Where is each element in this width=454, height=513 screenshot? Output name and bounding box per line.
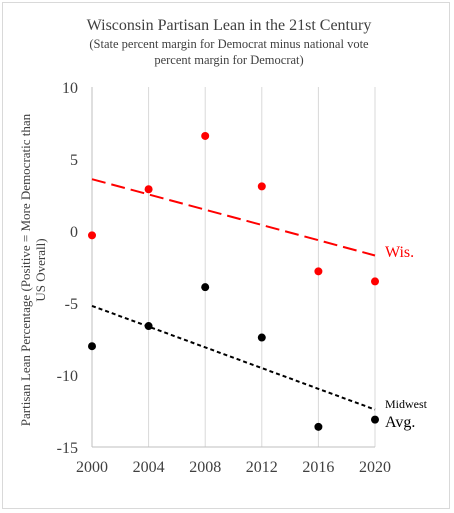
- wisconsin-point: [201, 131, 210, 140]
- x-tick-label: 2004: [133, 459, 165, 476]
- wisconsin-label: Wis.: [385, 244, 414, 261]
- wisconsin-point: [257, 182, 266, 191]
- wisconsin-trendline: [91, 178, 376, 257]
- y-tick-label: -5: [65, 296, 78, 313]
- midwest-point: [144, 322, 153, 331]
- midwest-trendline: [91, 304, 376, 411]
- x-tick-label: 2000: [76, 459, 108, 476]
- y-tick-label: 0: [70, 224, 78, 241]
- midwest-point: [201, 283, 210, 292]
- midwest-point: [371, 415, 379, 424]
- x-tick-label: 2012: [246, 459, 278, 476]
- chart-title: Wisconsin Partisan Lean in the 21st Cent…: [87, 17, 372, 34]
- y-axis-label-line-1: Partisan Lean Percentage (Positive = Mor…: [18, 113, 33, 426]
- chart-subtitle-line-1: (State percent margin for Democrat minus…: [89, 37, 369, 51]
- midwest-label: Midwest: [385, 397, 428, 411]
- y-tick-label: 5: [70, 152, 78, 169]
- x-tick-label: 2008: [189, 459, 221, 476]
- chart-subtitle-line-2: percent margin for Democrat): [154, 53, 303, 67]
- wisconsin-point: [371, 277, 379, 286]
- midwest-point: [314, 422, 323, 431]
- y-tick-label: -15: [57, 440, 78, 457]
- x-tick-label: 2016: [302, 459, 334, 476]
- y-tick-label: -10: [57, 368, 78, 385]
- midwest-point: [257, 333, 266, 342]
- wisconsin-point: [144, 185, 153, 194]
- plot-area: 10 5 0 -5 -10 -15 2000 2004 2008 2012 2016 2020 Wis.…: [57, 80, 428, 476]
- y-tick-label: 10: [62, 80, 78, 97]
- midwest-point: [88, 342, 96, 351]
- wisconsin-point: [314, 267, 323, 276]
- wisconsin-point: [88, 231, 96, 240]
- avg-label: Avg.: [385, 414, 415, 431]
- y-axis-label-line-2: US Overall): [33, 238, 48, 301]
- x-tick-label: 2020: [359, 459, 391, 476]
